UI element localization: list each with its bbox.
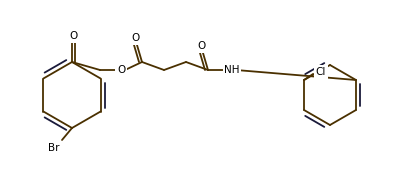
Text: Cl: Cl (316, 67, 326, 77)
Text: O: O (132, 33, 140, 43)
Text: O: O (198, 41, 206, 51)
Text: O: O (69, 31, 77, 41)
Text: O: O (117, 65, 125, 75)
Text: NH: NH (224, 65, 240, 75)
Text: Br: Br (48, 143, 60, 153)
